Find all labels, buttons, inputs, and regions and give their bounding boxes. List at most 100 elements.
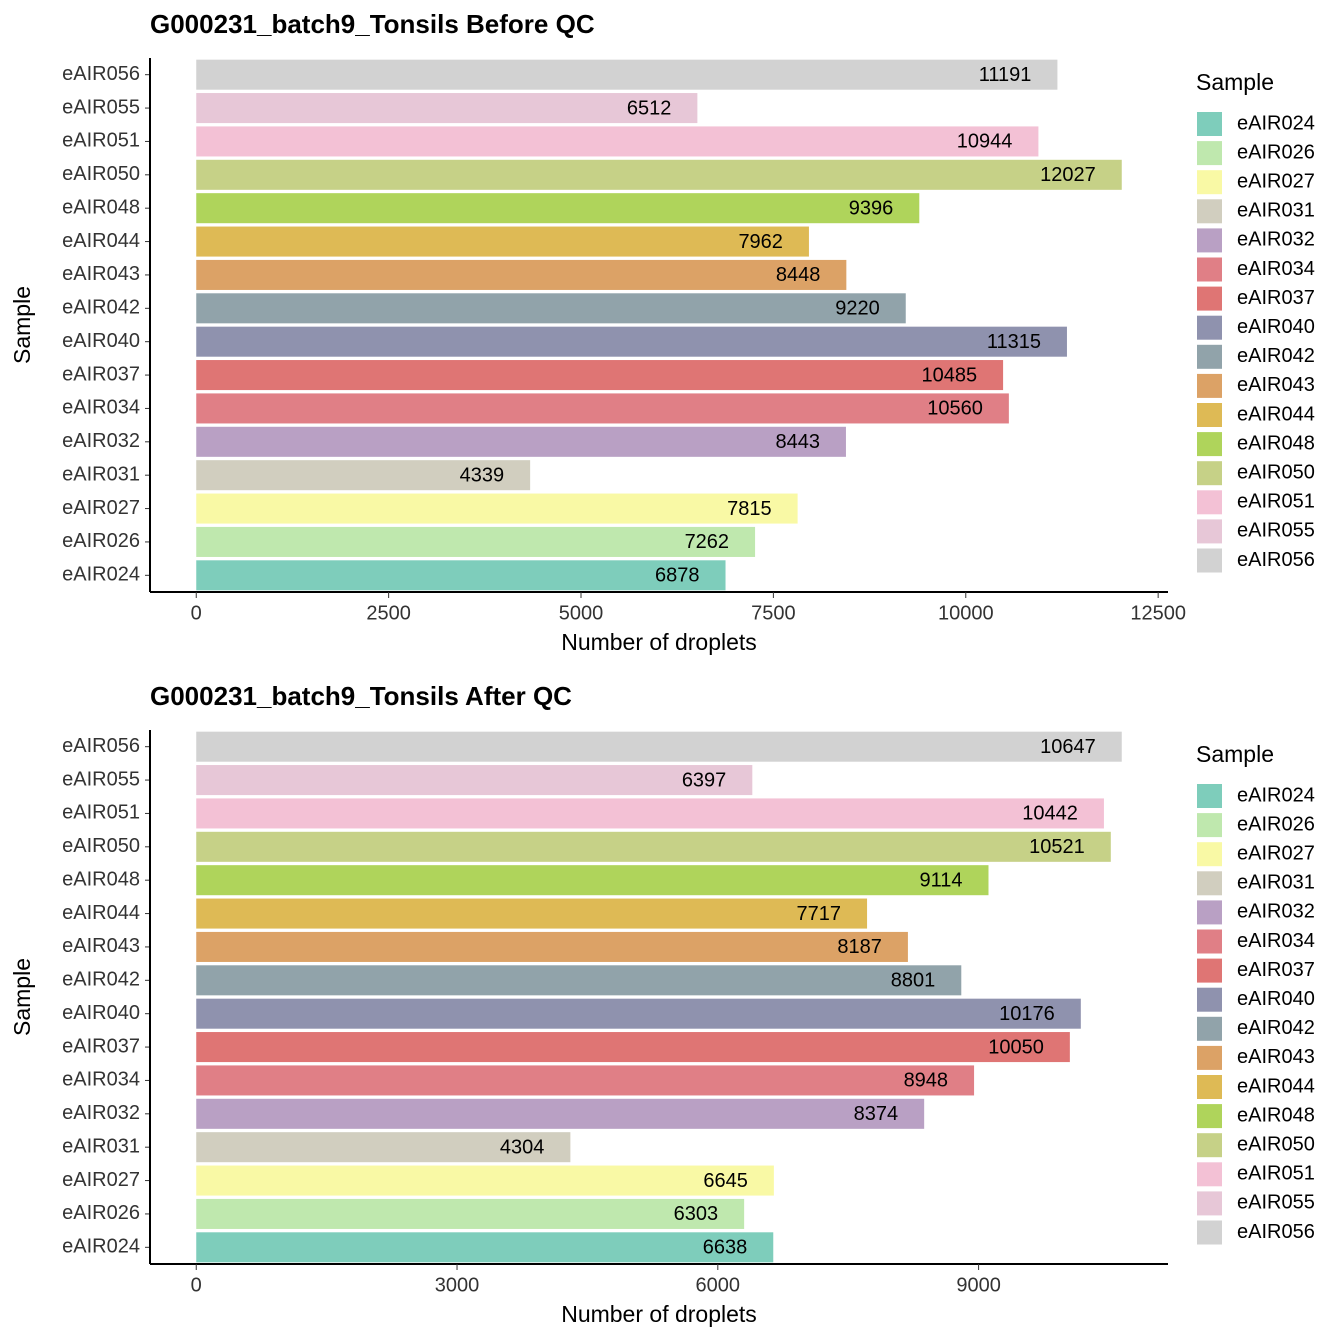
legend-key <box>1197 403 1222 427</box>
bar <box>196 798 1104 829</box>
bar <box>196 1098 925 1129</box>
value-label: 8448 <box>776 264 821 286</box>
x-tick-label: 5000 <box>559 602 604 624</box>
y-tick-label: eAIR043 <box>62 263 140 285</box>
legend-key <box>1197 286 1222 311</box>
value-label: 10560 <box>927 398 983 420</box>
y-tick-label: eAIR044 <box>62 902 140 924</box>
bar <box>196 460 531 491</box>
bar <box>196 193 920 224</box>
value-label: 4304 <box>500 1136 545 1158</box>
legend-label: eAIR055 <box>1237 520 1315 542</box>
value-label: 7962 <box>738 231 783 253</box>
legend-key <box>1197 141 1222 166</box>
legend-key <box>1197 1075 1222 1099</box>
legend-key <box>1197 548 1222 573</box>
y-tick-label: eAIR031 <box>62 1135 140 1157</box>
bar <box>196 898 868 929</box>
x-tick-label: 7500 <box>751 602 796 624</box>
legend-label: eAIR042 <box>1237 1017 1315 1039</box>
legend-key <box>1197 784 1222 808</box>
legend-label: eAIR031 <box>1237 872 1315 894</box>
legend-key <box>1197 813 1222 838</box>
y-tick-label: eAIR048 <box>62 868 140 890</box>
x-tick-label: 9000 <box>956 1274 1001 1296</box>
y-tick-label: eAIR034 <box>62 1069 140 1091</box>
bar <box>196 965 962 996</box>
y-tick-label: eAIR051 <box>62 802 140 824</box>
bar <box>196 765 753 796</box>
bar <box>196 1132 571 1163</box>
bar <box>196 259 847 290</box>
bar <box>196 1165 774 1196</box>
y-axis-title: Sample <box>9 286 35 364</box>
legend-key <box>1197 871 1222 896</box>
bar <box>196 931 908 962</box>
value-label: 7717 <box>797 903 842 925</box>
legend-key <box>1197 228 1222 253</box>
value-label: 9220 <box>835 298 880 320</box>
y-tick-label: eAIR032 <box>62 1102 140 1124</box>
y-axis-title: Sample <box>9 958 35 1036</box>
legend-key <box>1197 199 1222 224</box>
bar <box>196 865 989 896</box>
legend-label: eAIR048 <box>1237 432 1315 454</box>
value-label: 9396 <box>849 197 894 219</box>
legend-label: eAIR056 <box>1237 1221 1315 1243</box>
legend-key <box>1197 1016 1222 1041</box>
bar <box>196 360 1004 391</box>
legend-label: eAIR048 <box>1237 1104 1315 1126</box>
y-tick-label: eAIR037 <box>62 363 140 385</box>
chart-title: G000231_batch9_Tonsils Before QC <box>150 9 595 39</box>
value-label: 10485 <box>921 364 977 386</box>
y-tick-label: eAIR031 <box>62 463 140 485</box>
y-tick-label: eAIR050 <box>62 835 140 857</box>
x-tick-label: 0 <box>191 602 202 624</box>
y-tick-label: eAIR024 <box>62 564 140 586</box>
legend-label: eAIR040 <box>1237 988 1315 1010</box>
value-label: 6303 <box>674 1203 719 1225</box>
legend-label: eAIR037 <box>1237 287 1315 309</box>
y-tick-label: eAIR043 <box>62 935 140 957</box>
value-label: 6645 <box>703 1170 748 1192</box>
y-tick-label: eAIR027 <box>62 1169 140 1191</box>
legend-key <box>1197 900 1222 925</box>
bar <box>196 560 726 591</box>
value-label: 10647 <box>1040 736 1096 758</box>
x-axis-title: Number of droplets <box>561 629 757 655</box>
legend-label: eAIR027 <box>1237 170 1315 192</box>
x-tick-label: 6000 <box>696 1274 741 1296</box>
value-label: 6638 <box>703 1237 748 1259</box>
legend-key <box>1197 373 1222 398</box>
legend-label: eAIR044 <box>1237 1075 1315 1097</box>
legend-key <box>1197 1220 1222 1245</box>
legend-label: eAIR056 <box>1237 549 1315 571</box>
legend-label: eAIR043 <box>1237 374 1315 396</box>
value-label: 6878 <box>655 565 700 587</box>
value-label: 8187 <box>837 936 882 958</box>
chart-title: G000231_batch9_Tonsils After QC <box>150 681 572 711</box>
legend-key <box>1197 344 1222 369</box>
legend-label: eAIR043 <box>1237 1046 1315 1068</box>
y-tick-label: eAIR042 <box>62 297 140 319</box>
legend-title: Sample <box>1196 741 1274 767</box>
legend-label: eAIR026 <box>1237 141 1315 163</box>
legend-label: eAIR051 <box>1237 1163 1315 1185</box>
legend-key <box>1197 490 1222 515</box>
y-tick-label: eAIR024 <box>62 1236 140 1258</box>
legend-label: eAIR024 <box>1237 784 1315 806</box>
value-label: 8948 <box>904 1070 949 1092</box>
x-tick-label: 10000 <box>938 602 994 624</box>
legend-key <box>1197 958 1222 983</box>
legend-key <box>1197 112 1222 136</box>
legend-key <box>1197 432 1222 457</box>
legend-key <box>1197 1045 1222 1070</box>
y-tick-label: eAIR051 <box>62 130 140 152</box>
bar <box>196 159 1122 190</box>
bar <box>196 126 1039 157</box>
y-tick-label: eAIR034 <box>62 397 140 419</box>
bar <box>196 998 1081 1029</box>
x-tick-label: 3000 <box>435 1274 480 1296</box>
value-label: 7262 <box>685 531 730 553</box>
